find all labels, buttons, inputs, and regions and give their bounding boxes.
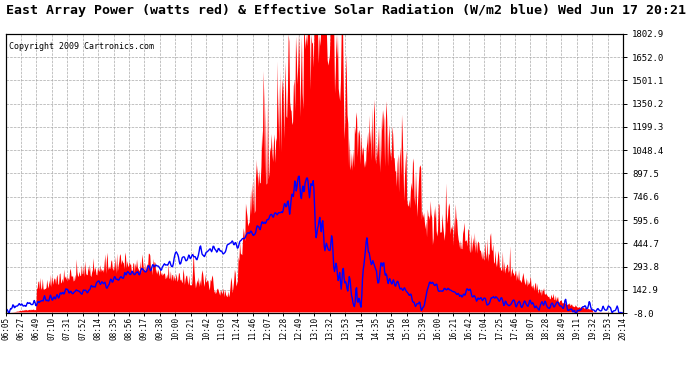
Text: Copyright 2009 Cartronics.com: Copyright 2009 Cartronics.com [8,42,154,51]
Text: East Array Power (watts red) & Effective Solar Radiation (W/m2 blue) Wed Jun 17 : East Array Power (watts red) & Effective… [6,4,686,17]
